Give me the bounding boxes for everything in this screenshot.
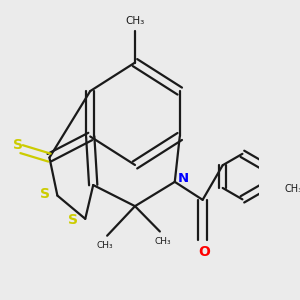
Text: S: S	[13, 138, 23, 152]
Text: CH₃: CH₃	[125, 16, 145, 26]
Text: N: N	[178, 172, 189, 185]
Text: CH₃: CH₃	[154, 237, 171, 246]
Text: O: O	[198, 245, 210, 259]
Text: S: S	[40, 187, 50, 201]
Text: S: S	[68, 213, 78, 227]
Text: CH₃: CH₃	[96, 241, 113, 250]
Text: CH₃: CH₃	[285, 184, 300, 194]
